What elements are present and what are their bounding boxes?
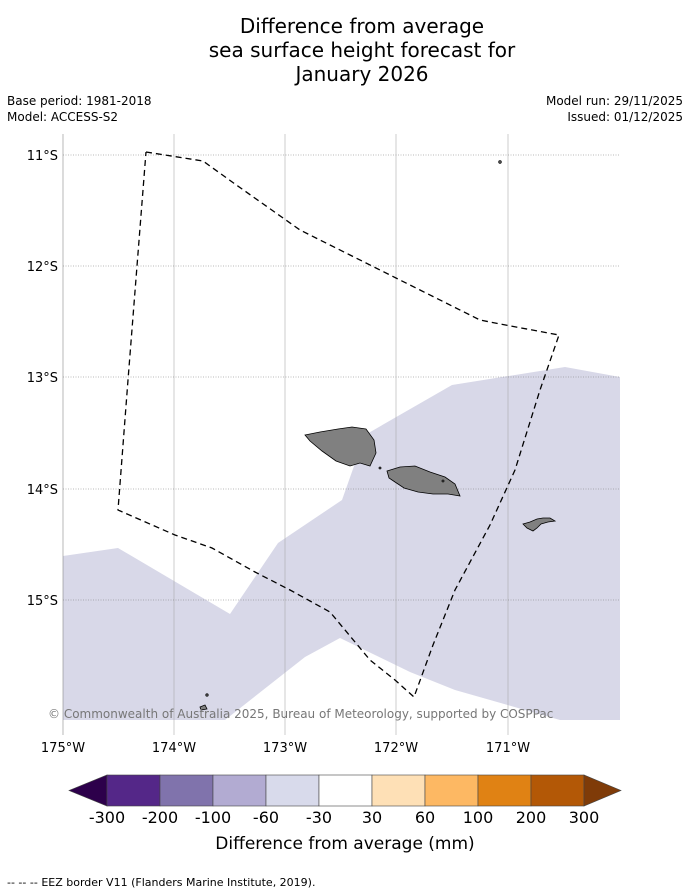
cb-tick-9: 200 [516,808,547,827]
gridlines [173,134,509,735]
lat-label-11: 11°S [27,149,58,164]
lat-labels: 11°S 12°S 13°S 14°S 15°S [27,149,58,609]
lat-label-13: 13°S [27,371,58,386]
tutuila-island [522,517,557,532]
lon-label-175: 175°W [41,741,85,756]
colorbar-extend-high [583,774,622,807]
colorbar-bin-8 [477,774,532,807]
tiny-island-mid-2 [441,479,445,483]
lat-label-12: 12°S [27,260,58,275]
cb-tick-3: -100 [195,808,231,827]
cb-tick-2: -200 [142,808,178,827]
colorbar-bin-2 [159,774,214,807]
colorbar-bin-9 [530,774,585,807]
model-run: Model run: 29/11/2025 [545,94,683,108]
lat-label-15: 15°S [27,594,58,609]
colorbar-bin-5 [318,774,373,807]
tiny-island-south [205,693,209,697]
map-area [62,134,620,735]
model-name: Model: ACCESS-S2 [7,110,119,124]
eez-legend-text: EEZ border V11 (Flanders Marine Institut… [41,876,316,889]
lon-label-174: 174°W [152,741,196,756]
lon-label-173: 173°W [263,741,307,756]
colorbar-bin-3 [212,774,267,807]
colorbar-extend-low [68,774,108,807]
lon-label-171: 171°W [486,741,530,756]
cb-tick-4: -60 [253,808,279,827]
cb-tick-7: 60 [415,808,435,827]
lon-labels: 175°W 174°W 173°W 172°W 171°W [41,741,530,756]
copyright-text: © Commonwealth of Australia 2025, Bureau… [48,707,553,721]
issued-date: Issued: 01/12/2025 [567,110,683,124]
colorbar-bin-4 [265,774,320,807]
anomaly-region [63,367,620,720]
footer: -- -- -- EEZ border V11 (Flanders Marine… [7,876,315,889]
tiny-island-north [498,160,502,164]
colorbar-ticks: -300 -200 -100 -60 -30 30 60 100 200 300 [89,808,599,827]
small-island-south [199,704,208,711]
tiny-island-mid [378,466,382,470]
upolu-island [386,465,461,497]
cb-tick-8: 100 [463,808,494,827]
title-line-2: sea surface height forecast for [208,38,516,62]
lat-label-14: 14°S [27,483,58,498]
title-line-3: January 2026 [295,62,429,86]
land [199,160,557,711]
savaii-island [304,426,377,467]
lon-label-172: 172°W [374,741,418,756]
eez-legend-symbol: -- -- -- [7,876,38,889]
lat-gridlines [63,154,620,601]
meta-right: Model run: 29/11/2025 Issued: 01/12/2025 [546,93,683,125]
colorbar-bin-1 [106,774,161,807]
cb-tick-10: 300 [569,808,600,827]
title-line-1: Difference from average [239,14,485,38]
colorbar-bin-6 [371,774,426,807]
cb-tick-6: 30 [362,808,382,827]
colorbar [68,774,622,807]
base-period: Base period: 1981-2018 [7,94,152,108]
cb-tick-1: -300 [89,808,125,827]
colorbar-bin-7 [424,774,479,807]
cb-tick-5: -30 [306,808,332,827]
colorbar-title: Difference from average (mm) [215,834,475,854]
eez-border [117,151,560,699]
map-title: Difference from average sea surface heig… [0,14,690,86]
meta-left: Base period: 1981-2018 Model: ACCESS-S2 [7,93,152,125]
